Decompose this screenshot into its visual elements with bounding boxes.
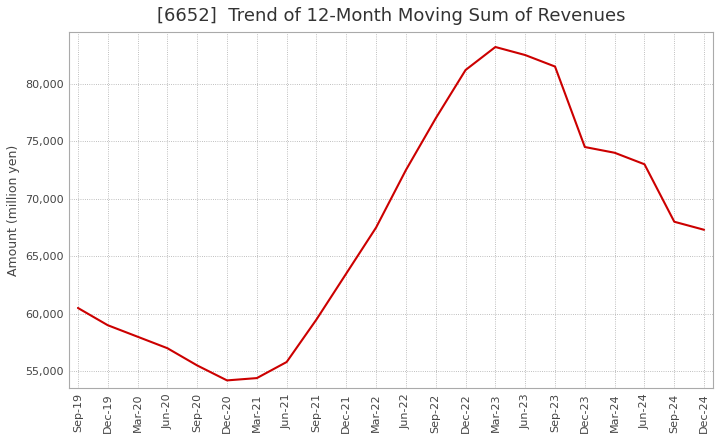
Title: [6652]  Trend of 12-Month Moving Sum of Revenues: [6652] Trend of 12-Month Moving Sum of R… xyxy=(157,7,625,25)
Y-axis label: Amount (million yen): Amount (million yen) xyxy=(7,145,20,276)
